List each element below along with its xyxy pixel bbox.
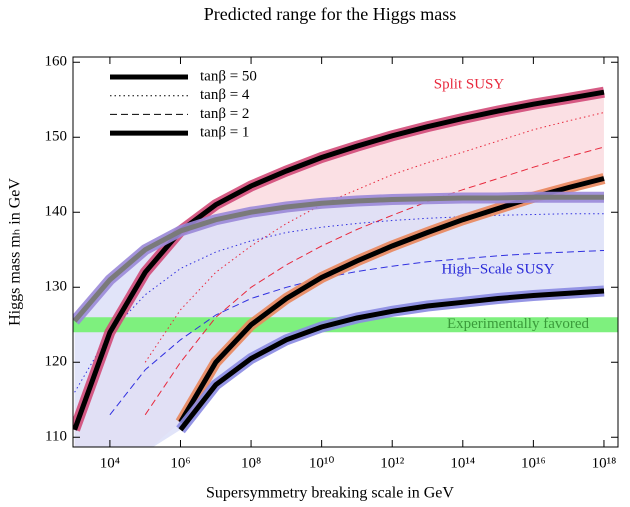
x-tick-label: 10⁶ (170, 455, 190, 471)
curve (178, 288, 605, 432)
plot-frame (72, 56, 619, 448)
y-tick-label: 150 (45, 129, 68, 145)
legend-label: tanβ = 1 (200, 125, 249, 141)
x-tick-label: 10⁴ (100, 455, 120, 471)
legend-label: tanβ = 50 (200, 68, 257, 84)
y-tick-label: 160 (45, 54, 68, 70)
curve (144, 146, 605, 416)
x-axis-label: Supersymmetry breaking scale in GeV (206, 485, 454, 502)
x-tick-label: 10⁸ (241, 455, 261, 471)
curve (73, 89, 605, 431)
model-label: Split SUSY (434, 76, 505, 92)
y-tick-label: 120 (45, 354, 68, 370)
model-label: High−Scale SUSY (441, 261, 554, 277)
curve (73, 194, 604, 323)
plot-area (73, 86, 618, 447)
y-tick-label: 130 (45, 279, 68, 295)
legend-label: tanβ = 4 (200, 87, 250, 103)
curve (144, 112, 605, 363)
y-tick-label: 140 (45, 204, 68, 220)
y-axis-label: Higgs mass mₕ in GeV (7, 178, 24, 326)
x-tick-label: 10¹⁰ (309, 455, 335, 471)
y-tick-label: 110 (45, 429, 67, 445)
chart-title: Predicted range for the Higgs mass (204, 4, 456, 24)
band-label: Experimentally favored (447, 316, 590, 332)
x-tick-label: 10¹⁸ (592, 455, 617, 471)
x-tick-label: 10¹⁶ (521, 455, 546, 471)
x-tick-label: 10¹⁴ (450, 455, 475, 471)
x-tick-label: 10¹² (380, 455, 404, 471)
legend-label: tanβ = 2 (200, 106, 249, 122)
